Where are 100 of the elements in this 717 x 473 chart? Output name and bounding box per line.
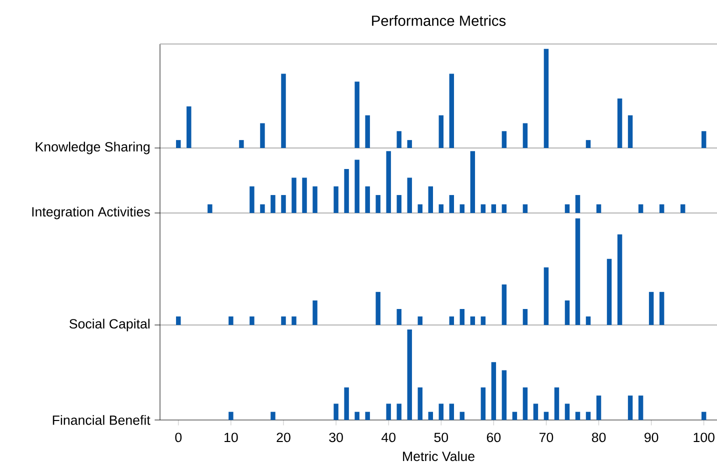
bar <box>680 204 686 213</box>
bar <box>281 316 286 325</box>
bar <box>512 412 518 420</box>
x-tick-label: 40 <box>381 432 396 442</box>
bar <box>575 195 580 213</box>
bar <box>596 204 602 213</box>
bar <box>491 362 496 420</box>
bar <box>544 48 549 148</box>
bar <box>228 316 234 325</box>
bar <box>648 292 654 325</box>
x-tick-label: 0 <box>175 432 182 442</box>
bar <box>544 267 549 325</box>
bar <box>292 316 296 325</box>
x-tick-label: 20 <box>276 432 290 442</box>
bar <box>312 186 318 213</box>
bar <box>449 404 454 420</box>
bar <box>376 195 380 213</box>
bar <box>617 98 622 148</box>
bar <box>365 412 370 420</box>
y-axis-title: Knowledge Sharing <box>36 142 150 154</box>
bar <box>502 204 507 213</box>
bar <box>628 115 633 148</box>
x-tick-label: 70 <box>540 432 554 442</box>
bar <box>334 186 338 213</box>
y-axis-title: Financial Benefit <box>52 415 150 425</box>
bar <box>354 82 360 148</box>
bar <box>638 204 644 213</box>
bar <box>428 186 433 213</box>
bar <box>292 178 296 213</box>
bar <box>208 204 212 213</box>
x-tick-label: 80 <box>592 432 606 442</box>
bar <box>386 151 391 213</box>
bar <box>418 316 422 325</box>
bar <box>312 300 318 325</box>
bar <box>480 387 486 420</box>
bar <box>659 204 664 213</box>
bar <box>449 195 454 213</box>
bar <box>302 178 307 213</box>
bar <box>260 123 265 148</box>
x-tick-label: 30 <box>329 432 343 442</box>
bar <box>396 131 402 148</box>
bar <box>522 387 528 420</box>
y-axis-title: Social Capital <box>69 318 150 332</box>
bar <box>586 316 591 325</box>
bar <box>460 308 465 325</box>
bar <box>354 160 360 213</box>
bar <box>638 396 644 420</box>
bar <box>396 404 402 420</box>
x-tick-label: 100 <box>694 432 714 442</box>
bar <box>606 258 612 325</box>
bar <box>334 404 338 420</box>
bar <box>522 123 528 148</box>
y-axis-title: Integration Activities <box>32 206 150 220</box>
bar <box>502 131 507 148</box>
x-tick-label: 50 <box>434 432 448 442</box>
bar <box>438 404 444 420</box>
bar <box>396 308 402 325</box>
bar <box>407 140 412 148</box>
bar <box>564 300 570 325</box>
bar <box>659 292 664 325</box>
bar <box>344 169 349 213</box>
bar <box>575 412 580 420</box>
bar <box>702 131 706 148</box>
bar <box>281 74 286 148</box>
bar <box>418 204 422 213</box>
bar <box>470 316 476 325</box>
bar <box>228 412 234 420</box>
bar <box>365 186 370 213</box>
bar <box>438 115 444 148</box>
bar <box>554 387 560 420</box>
bar <box>460 204 465 213</box>
bar <box>176 140 181 148</box>
bar <box>438 204 444 213</box>
bar <box>480 316 486 325</box>
bar <box>176 316 181 325</box>
bar <box>533 404 538 420</box>
bar <box>564 404 570 420</box>
bar <box>502 370 507 420</box>
bar <box>449 316 454 325</box>
bar <box>260 204 265 213</box>
bar <box>575 218 580 325</box>
bar <box>522 308 528 325</box>
bar <box>628 396 633 420</box>
bar <box>470 151 476 213</box>
bar <box>617 234 622 325</box>
bar <box>396 195 402 213</box>
bar <box>449 74 454 148</box>
bar <box>502 284 507 325</box>
bar <box>491 204 496 213</box>
x-tick-label: 10 <box>224 432 238 442</box>
bar <box>250 186 254 213</box>
bar <box>407 330 412 420</box>
bar <box>344 387 349 420</box>
bar <box>480 204 486 213</box>
bar <box>365 115 370 148</box>
bar <box>544 412 549 420</box>
bar <box>586 140 591 148</box>
bar <box>354 412 360 420</box>
bar <box>407 178 412 213</box>
bar <box>270 412 276 420</box>
